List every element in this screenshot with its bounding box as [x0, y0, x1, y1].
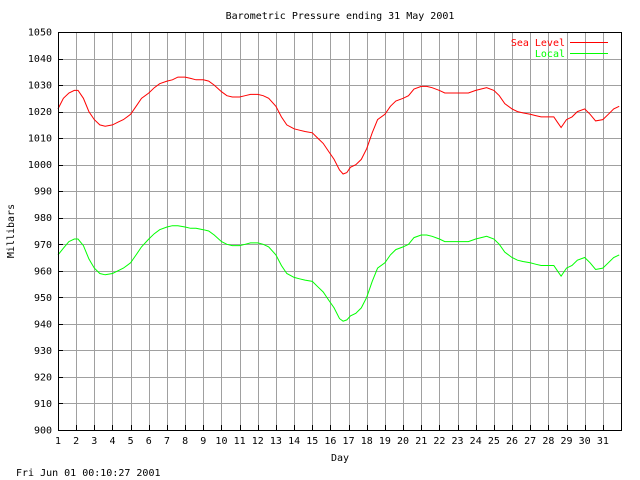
y-tick-label: 1030	[28, 81, 52, 92]
y-tick-label: 1040	[28, 54, 52, 65]
x-tick-label: 29	[560, 436, 572, 447]
y-tick-label: 910	[34, 399, 52, 410]
y-tick-label: 970	[34, 240, 52, 251]
x-tick-label: 24	[470, 436, 482, 447]
x-tick-label: 21	[415, 436, 427, 447]
x-tick-label: 3	[91, 436, 97, 447]
y-tick-label: 1000	[28, 160, 52, 171]
x-tick-label: 31	[597, 436, 609, 447]
y-tick-label: 1050	[28, 28, 52, 39]
x-tick-label: 7	[164, 436, 170, 447]
y-tick-labels: 900 910 920 930 940 950 960 970 980 990 1000 1010 10…	[28, 28, 52, 437]
x-tick-labels: 1 2 3 4 5 6 7 8 9 10 11 12 13 14 15 16 17 18 19 20 21 22 23 24 2…	[55, 436, 609, 447]
footer-timestamp: Fri Jun 01 00:10:27 2001	[16, 468, 161, 479]
plot-frame	[58, 32, 622, 431]
x-tick-label: 4	[109, 436, 115, 447]
x-tick-label: 23	[452, 436, 464, 447]
y-tick-label: 900	[34, 426, 52, 437]
tick-marks	[58, 32, 604, 431]
x-tick-label: 6	[146, 436, 152, 447]
legend-label-sea-level: Sea Level	[511, 38, 565, 49]
y-tick-label: 980	[34, 213, 52, 224]
x-tick-label: 27	[524, 436, 536, 447]
y-tick-label: 950	[34, 293, 52, 304]
y-tick-label: 990	[34, 187, 52, 198]
x-tick-label: 20	[397, 436, 409, 447]
legend-label-local: Local	[535, 49, 565, 60]
x-tick-label: 13	[270, 436, 282, 447]
x-tick-label: 18	[361, 436, 373, 447]
chart-title: Barometric Pressure ending 31 May 2001	[226, 11, 455, 22]
x-tick-label: 30	[579, 436, 591, 447]
x-tick-label: 1	[55, 436, 61, 447]
y-tick-label: 1010	[28, 134, 52, 145]
y-tick-label: 920	[34, 372, 52, 383]
series-line-local	[57, 225, 620, 322]
x-tick-label: 22	[433, 436, 445, 447]
y-tick-label: 940	[34, 319, 52, 330]
x-tick-label: 10	[215, 436, 227, 447]
x-tick-label: 28	[542, 436, 554, 447]
legend: Sea Level Local	[511, 38, 608, 60]
x-tick-label: 17	[343, 436, 355, 447]
x-tick-label: 5	[128, 436, 134, 447]
x-tick-label: 11	[234, 436, 246, 447]
x-tick-label: 2	[73, 436, 79, 447]
y-tick-label: 1020	[28, 107, 52, 118]
x-tick-label: 16	[324, 436, 336, 447]
x-tick-label: 14	[288, 436, 300, 447]
series-layer	[57, 76, 620, 322]
x-tick-label: 15	[306, 436, 318, 447]
y-axis-label: Millibars	[6, 204, 17, 258]
x-tick-label: 8	[182, 436, 188, 447]
series-line-sea-level	[57, 76, 620, 175]
x-tick-label: 19	[379, 436, 391, 447]
x-tick-label: 26	[506, 436, 518, 447]
x-tick-label: 12	[252, 436, 264, 447]
grid-lines	[58, 32, 621, 430]
x-tick-label: 25	[488, 436, 500, 447]
y-tick-label: 960	[34, 266, 52, 277]
x-axis-label: Day	[331, 453, 349, 464]
y-tick-label: 930	[34, 346, 52, 357]
x-tick-label: 9	[200, 436, 206, 447]
